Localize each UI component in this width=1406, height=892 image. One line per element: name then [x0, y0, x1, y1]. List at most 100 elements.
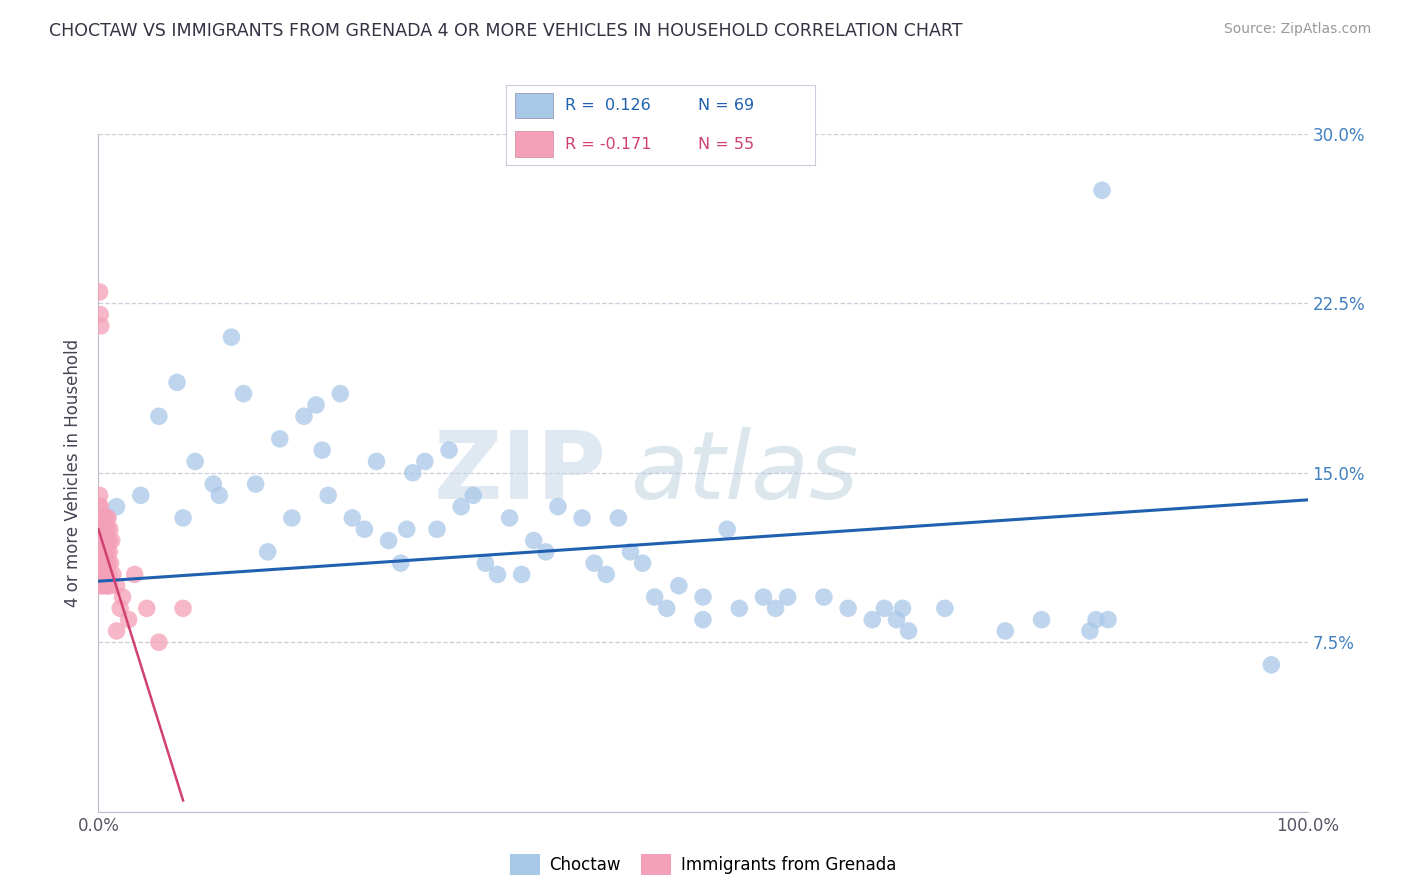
- Point: [90, 500, 112, 514]
- Point: [89, 308, 111, 322]
- Point: [245, 477, 267, 491]
- Point: [89, 285, 111, 299]
- Point: [108, 601, 131, 615]
- Point: [873, 601, 896, 615]
- Point: [607, 511, 630, 525]
- Point: [837, 601, 859, 615]
- Point: [1260, 657, 1282, 672]
- Point: [111, 590, 134, 604]
- Point: [765, 601, 787, 615]
- Point: [87, 500, 110, 514]
- Point: [93, 567, 115, 582]
- Point: [474, 556, 496, 570]
- Point: [98, 545, 121, 559]
- Point: [221, 330, 243, 344]
- Point: [172, 511, 194, 525]
- Point: [118, 613, 141, 627]
- Point: [89, 556, 111, 570]
- Point: [377, 533, 399, 548]
- Point: [595, 567, 617, 582]
- Point: [994, 624, 1017, 638]
- Point: [571, 511, 593, 525]
- Point: [94, 579, 117, 593]
- Point: [96, 511, 118, 525]
- Point: [101, 567, 124, 582]
- Point: [692, 590, 714, 604]
- Point: [93, 533, 115, 548]
- Point: [148, 409, 170, 424]
- Point: [89, 567, 111, 582]
- Point: [91, 545, 114, 559]
- Point: [728, 601, 751, 615]
- Point: [655, 601, 678, 615]
- Point: [668, 579, 690, 593]
- Point: [402, 466, 425, 480]
- Point: [91, 579, 114, 593]
- Text: Source: ZipAtlas.com: Source: ZipAtlas.com: [1223, 22, 1371, 37]
- Point: [619, 545, 641, 559]
- Point: [644, 590, 666, 604]
- Point: [510, 567, 533, 582]
- Point: [90, 567, 112, 582]
- Point: [90, 556, 112, 570]
- Point: [389, 556, 412, 570]
- Point: [329, 386, 352, 401]
- Point: [534, 545, 557, 559]
- Point: [1097, 613, 1119, 627]
- Point: [89, 579, 111, 593]
- Point: [90, 318, 112, 333]
- Text: N = 55: N = 55: [697, 136, 754, 152]
- Point: [316, 488, 339, 502]
- Point: [96, 567, 118, 582]
- Point: [98, 522, 121, 536]
- Point: [450, 500, 472, 514]
- Point: [184, 454, 207, 468]
- Point: [91, 522, 114, 536]
- Point: [97, 556, 120, 570]
- Point: [886, 613, 908, 627]
- Point: [486, 567, 509, 582]
- Point: [89, 533, 111, 548]
- Point: [813, 590, 835, 604]
- Bar: [516, 93, 553, 119]
- Point: [91, 567, 114, 582]
- Point: [89, 545, 111, 559]
- Point: [97, 567, 120, 582]
- Point: [311, 443, 333, 458]
- Point: [100, 533, 122, 548]
- Point: [93, 556, 115, 570]
- Point: [208, 488, 231, 502]
- Point: [1031, 613, 1053, 627]
- Point: [105, 624, 128, 638]
- Point: [105, 500, 128, 514]
- Point: [1091, 183, 1114, 197]
- Point: [202, 477, 225, 491]
- Point: [100, 556, 122, 570]
- Point: [716, 522, 738, 536]
- Point: [413, 454, 436, 468]
- Point: [1085, 613, 1108, 627]
- Point: [463, 488, 485, 502]
- Point: [281, 511, 304, 525]
- Point: [498, 511, 520, 525]
- Point: [90, 522, 112, 536]
- Point: [98, 533, 121, 548]
- Point: [124, 567, 146, 582]
- Point: [631, 556, 654, 570]
- Point: [135, 601, 157, 615]
- Point: [776, 590, 799, 604]
- Point: [94, 556, 117, 570]
- Point: [523, 533, 546, 548]
- Point: [97, 522, 120, 536]
- Text: CHOCTAW VS IMMIGRANTS FROM GRENADA 4 OR MORE VEHICLES IN HOUSEHOLD CORRELATION C: CHOCTAW VS IMMIGRANTS FROM GRENADA 4 OR …: [49, 22, 963, 40]
- Point: [97, 511, 120, 525]
- Point: [96, 545, 118, 559]
- Point: [93, 545, 115, 559]
- Bar: [516, 131, 553, 157]
- Point: [547, 500, 569, 514]
- Point: [366, 454, 388, 468]
- Point: [860, 613, 883, 627]
- Point: [166, 376, 188, 390]
- Point: [583, 556, 606, 570]
- Point: [94, 522, 117, 536]
